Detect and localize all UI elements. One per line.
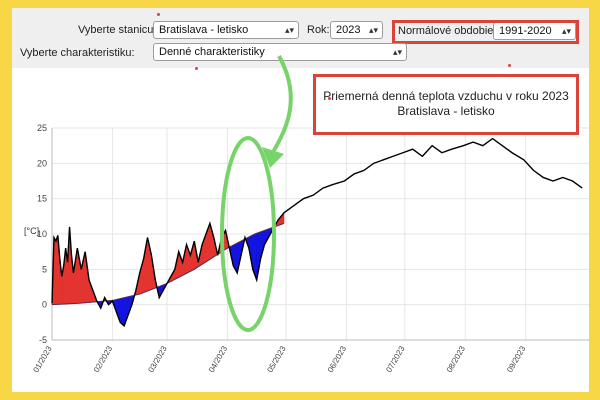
characteristic-label: Vyberte charakteristiku: (20, 47, 135, 59)
x-axis: 01/2023 02/2023 03/2023 04/2023 05/2023 06/20… (31, 339, 589, 374)
chart-subtitle: Bratislava - letisko (397, 104, 495, 118)
x-tick-label: 03/2023 (146, 344, 169, 374)
x-tick-label: 05/2023 (265, 344, 288, 374)
below-normal-area (119, 297, 125, 327)
chart-title: Priemerná denná teplota vzduchu v roku 2… (323, 89, 569, 103)
year-value: 2023 (336, 24, 361, 36)
temperature-line (51, 137, 583, 328)
y-tick-label: 0 (42, 300, 47, 310)
select-chevron-icon: ▴▾ (284, 25, 294, 35)
characteristic-value: Denné charakteristiky (159, 46, 265, 58)
x-tick-label: 02/2023 (92, 344, 115, 374)
y-tick-label: 20 (37, 158, 47, 168)
station-value: Bratislava - letisko (159, 24, 249, 36)
annotation-dot (508, 64, 511, 67)
station-label: Vyberte stanicu: (78, 24, 157, 36)
highlight-arrow (270, 55, 293, 155)
annotation-dot (157, 13, 160, 16)
normal-period-select[interactable]: 1991-2020 ▴▾ (493, 22, 576, 40)
normal-period-highlight-box (392, 20, 579, 44)
y-tick-label: 10 (37, 229, 47, 239)
app-panel: Vyberte stanicu: Bratislava - letisko ▴▾… (12, 8, 589, 392)
arrow-head-icon (262, 147, 284, 168)
y-axis-label: [°C] (24, 226, 39, 236)
annotation-dot (328, 97, 331, 100)
year-select[interactable]: 2023 ▴▾ (330, 21, 383, 39)
x-tick-label: 09/2023 (505, 344, 528, 374)
station-select[interactable]: Bratislava - letisko ▴▾ (153, 21, 299, 39)
x-tick-label: 01/2023 (31, 344, 54, 374)
y-axis: -5 0 5 10 15 20 25 (37, 123, 53, 345)
controls-bar: Vyberte stanicu: Bratislava - letisko ▴▾… (12, 8, 589, 70)
y-tick-label: 15 (37, 194, 47, 204)
y-tick-label: -5 (39, 335, 47, 345)
x-tick-label: 06/2023 (326, 344, 349, 374)
x-tick-label: 07/2023 (384, 344, 407, 374)
temperature-chart: -5 0 5 10 15 20 25 01/2023 02/2023 03/2023 04/202… (24, 55, 589, 374)
highlight-annotation (220, 55, 293, 332)
chart-title-box: Priemerná denná teplota vzduchu v roku 2… (313, 74, 579, 135)
series-lines (51, 137, 583, 328)
y-tick-label: 25 (37, 123, 47, 133)
x-tick-label: 08/2023 (445, 344, 468, 374)
chart-grid (51, 127, 589, 341)
select-chevron-icon: ▴▾ (561, 26, 571, 36)
select-chevron-icon: ▴▾ (368, 25, 378, 35)
normal-period-value: 1991-2020 (499, 25, 552, 37)
x-tick-label: 04/2023 (207, 344, 230, 374)
highlight-ellipse (220, 136, 276, 332)
y-tick-label: 5 (42, 264, 47, 274)
select-chevron-icon: ▴▾ (392, 47, 402, 57)
normal-period-label: Normálové obdobie: (398, 25, 497, 37)
annotation-dot (195, 67, 198, 70)
year-label: Rok: (307, 24, 330, 36)
